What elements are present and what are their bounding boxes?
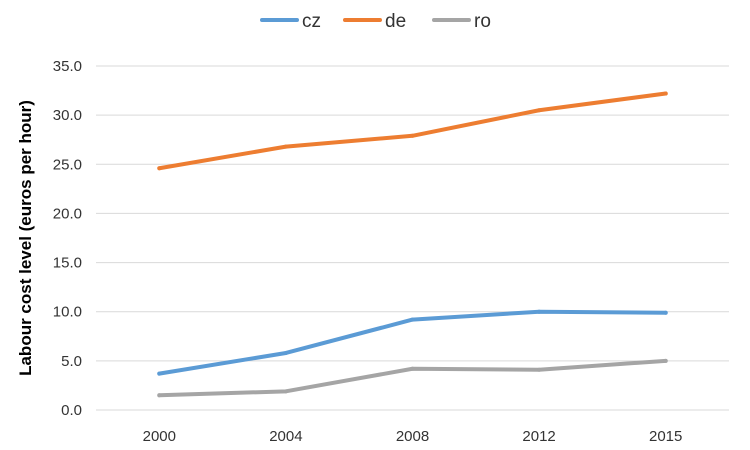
legend-item-cz: cz bbox=[260, 11, 321, 32]
x-axis-tick-labels: 2000 2004 2008 2012 2015 bbox=[143, 428, 683, 445]
data-point-cz bbox=[283, 350, 288, 355]
data-point-de bbox=[537, 108, 542, 113]
data-point-cz bbox=[157, 371, 162, 376]
y-axis-tick-labels: 0.0 5.0 10.0 15.0 20.0 25.0 30.0 35.0 bbox=[53, 58, 82, 419]
series-line-de bbox=[157, 91, 668, 171]
y-tick-label: 5.0 bbox=[61, 353, 82, 370]
x-tick-label: 2015 bbox=[649, 428, 682, 445]
data-point-cz bbox=[663, 310, 668, 315]
data-point-ro bbox=[283, 389, 288, 394]
data-point-cz bbox=[410, 317, 415, 322]
y-tick-label: 10.0 bbox=[53, 304, 82, 321]
legend-label: ro bbox=[474, 11, 491, 32]
series-line-ro bbox=[157, 358, 668, 398]
legend-item-ro: ro bbox=[432, 11, 491, 32]
series-lines bbox=[157, 91, 668, 398]
y-tick-label: 25.0 bbox=[53, 156, 82, 173]
legend: cz de ro bbox=[260, 11, 491, 32]
y-tick-label: 0.0 bbox=[61, 402, 82, 419]
data-point-ro bbox=[410, 366, 415, 371]
gridlines bbox=[96, 65, 729, 411]
data-point-cz bbox=[537, 309, 542, 314]
data-point-ro bbox=[663, 358, 668, 363]
y-tick-label: 30.0 bbox=[53, 107, 82, 124]
y-tick-label: 35.0 bbox=[53, 58, 82, 75]
x-tick-label: 2000 bbox=[143, 428, 176, 445]
y-tick-label: 20.0 bbox=[53, 205, 82, 222]
data-point-de bbox=[283, 144, 288, 149]
x-tick-label: 2012 bbox=[522, 428, 555, 445]
series-cz bbox=[157, 309, 668, 376]
data-point-ro bbox=[537, 367, 542, 372]
y-tick-label: 15.0 bbox=[53, 255, 82, 272]
legend-label: cz bbox=[302, 11, 321, 32]
data-point-de bbox=[663, 91, 668, 96]
legend-item-de: de bbox=[343, 11, 406, 32]
data-point-ro bbox=[157, 393, 162, 398]
series-de bbox=[157, 91, 668, 171]
x-tick-label: 2008 bbox=[396, 428, 429, 445]
x-tick-label: 2004 bbox=[269, 428, 302, 445]
y-axis-title: Labour cost level (euros per hour) bbox=[16, 100, 35, 376]
data-point-de bbox=[410, 133, 415, 138]
legend-label: de bbox=[385, 11, 406, 32]
series-ro bbox=[157, 358, 668, 398]
data-point-de bbox=[157, 166, 162, 171]
